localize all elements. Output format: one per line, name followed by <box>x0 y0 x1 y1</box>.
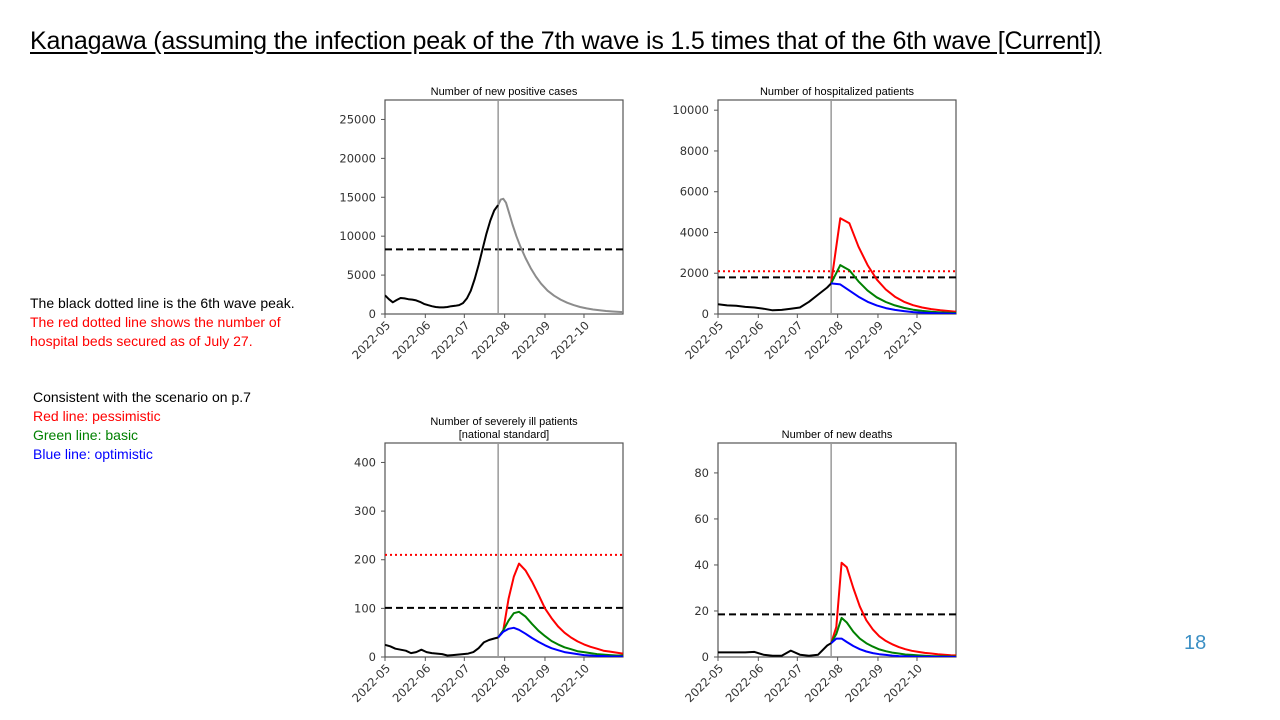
series-observed <box>718 642 832 657</box>
series-optimistic <box>830 282 956 314</box>
y-tick-label: 2000 <box>680 266 709 280</box>
plot-area <box>718 443 956 657</box>
chart-title: [national standard] <box>459 429 550 441</box>
series-pessimistic <box>830 561 956 657</box>
plot-area <box>385 100 623 314</box>
x-tick-label: 2022-05 <box>682 318 726 362</box>
plot-frame <box>384 442 624 658</box>
y-tick-label: 80 <box>694 466 709 480</box>
chart-severely-ill-patients: Number of severely ill patients[national… <box>349 416 624 705</box>
red-dotted-line-note-1: The red dotted line shows the number of <box>30 314 281 330</box>
x-tick-label: 2022-07 <box>429 318 473 362</box>
x-tick-label: 2022-09 <box>509 661 553 705</box>
chart-title: Number of severely ill patients <box>430 416 578 428</box>
red-dotted-line-note-2: hospital beds secured as of July 27. <box>30 333 253 349</box>
plot-area <box>718 100 956 314</box>
chart-hospitalized-patients: Number of hospitalized patients 0 2000 4000… <box>672 86 957 362</box>
y-tick-label: 10000 <box>672 103 709 117</box>
series-basic <box>830 264 956 314</box>
x-tick-label: 2022-05 <box>349 661 393 705</box>
x-tick-label: 2022-08 <box>469 318 513 362</box>
y-tick-label: 0 <box>702 650 709 664</box>
y-tick-label: 100 <box>354 601 376 615</box>
x-tick-label: 2022-09 <box>509 318 553 362</box>
x-tick-label: 2022-06 <box>390 318 434 362</box>
page-number: 18 <box>1184 632 1207 654</box>
black-dotted-line-note: The black dotted line is the 6th wave pe… <box>30 295 295 311</box>
x-tick-label: 2022-05 <box>349 318 393 362</box>
x-tick-label: 2022-10 <box>548 661 592 705</box>
series-projection <box>497 197 623 314</box>
chart-title: Number of new deaths <box>782 429 893 441</box>
series-pessimistic <box>830 217 956 313</box>
y-tick-label: 6000 <box>680 185 709 199</box>
plot-area <box>385 443 623 657</box>
y-tick-label: 20 <box>694 604 709 618</box>
scenario-note: Consistent with the scenario on p.7 <box>33 389 251 405</box>
x-tick-label: 2022-07 <box>762 318 806 362</box>
reference-lines-note: The black dotted line is the 6th wave pe… <box>30 294 295 351</box>
y-tick-label: 300 <box>354 504 376 518</box>
series-observed <box>718 282 832 312</box>
x-tick-label: 2022-09 <box>842 318 886 362</box>
y-tick-label: 25000 <box>339 112 376 126</box>
x-tick-label: 2022-06 <box>390 661 434 705</box>
series-optimistic <box>830 637 956 657</box>
chart-title: Number of new positive cases <box>431 86 578 98</box>
y-tick-label: 0 <box>369 307 376 321</box>
x-tick-label: 2022-05 <box>682 661 726 705</box>
plot-frame <box>717 442 957 658</box>
series-optimistic <box>497 626 623 657</box>
x-tick-label: 2022-06 <box>723 661 767 705</box>
y-tick-label: 40 <box>694 558 709 572</box>
chart-title: Number of hospitalized patients <box>760 86 915 98</box>
y-tick-label: 0 <box>369 650 376 664</box>
plot-frame <box>717 99 957 315</box>
series-basic <box>830 616 956 657</box>
y-tick-label: 20000 <box>339 151 376 165</box>
series-observed <box>385 204 499 309</box>
legend-optimistic: Blue line: optimistic <box>33 446 153 462</box>
y-tick-label: 60 <box>694 512 709 526</box>
legend-basic: Green line: basic <box>33 427 139 443</box>
x-tick-label: 2022-07 <box>762 661 806 705</box>
series-pessimistic <box>497 562 623 655</box>
x-tick-label: 2022-10 <box>548 318 592 362</box>
series-basic <box>497 610 623 657</box>
y-tick-label: 200 <box>354 553 376 567</box>
chart-new-deaths: Number of new deaths0204060802022-052022… <box>682 429 957 705</box>
y-tick-label: 15000 <box>339 190 376 204</box>
y-tick-label: 10000 <box>339 229 376 243</box>
y-tick-label: 8000 <box>680 144 709 158</box>
x-tick-label: 2022-10 <box>881 661 925 705</box>
x-tick-label: 2022-10 <box>881 318 925 362</box>
scenario-legend: Consistent with the scenario on p.7 Red … <box>33 388 251 464</box>
x-tick-label: 2022-06 <box>723 318 767 362</box>
plot-frame <box>384 99 624 315</box>
chart-new-positive-cases: Number of new positive cases 0 5000 10000 15… <box>339 86 624 362</box>
y-tick-label: 5000 <box>347 268 376 282</box>
x-tick-label: 2022-07 <box>429 661 473 705</box>
y-tick-label: 0 <box>702 307 709 321</box>
x-tick-label: 2022-08 <box>802 318 846 362</box>
y-tick-label: 400 <box>354 455 376 469</box>
y-tick-label: 4000 <box>680 225 709 239</box>
x-tick-label: 2022-08 <box>802 661 846 705</box>
x-tick-label: 2022-08 <box>469 661 513 705</box>
slide-title: Kanagawa (assuming the infection peak of… <box>30 27 1102 55</box>
x-tick-label: 2022-09 <box>842 661 886 705</box>
legend-pessimistic: Red line: pessimistic <box>33 408 161 424</box>
series-observed <box>385 636 499 657</box>
